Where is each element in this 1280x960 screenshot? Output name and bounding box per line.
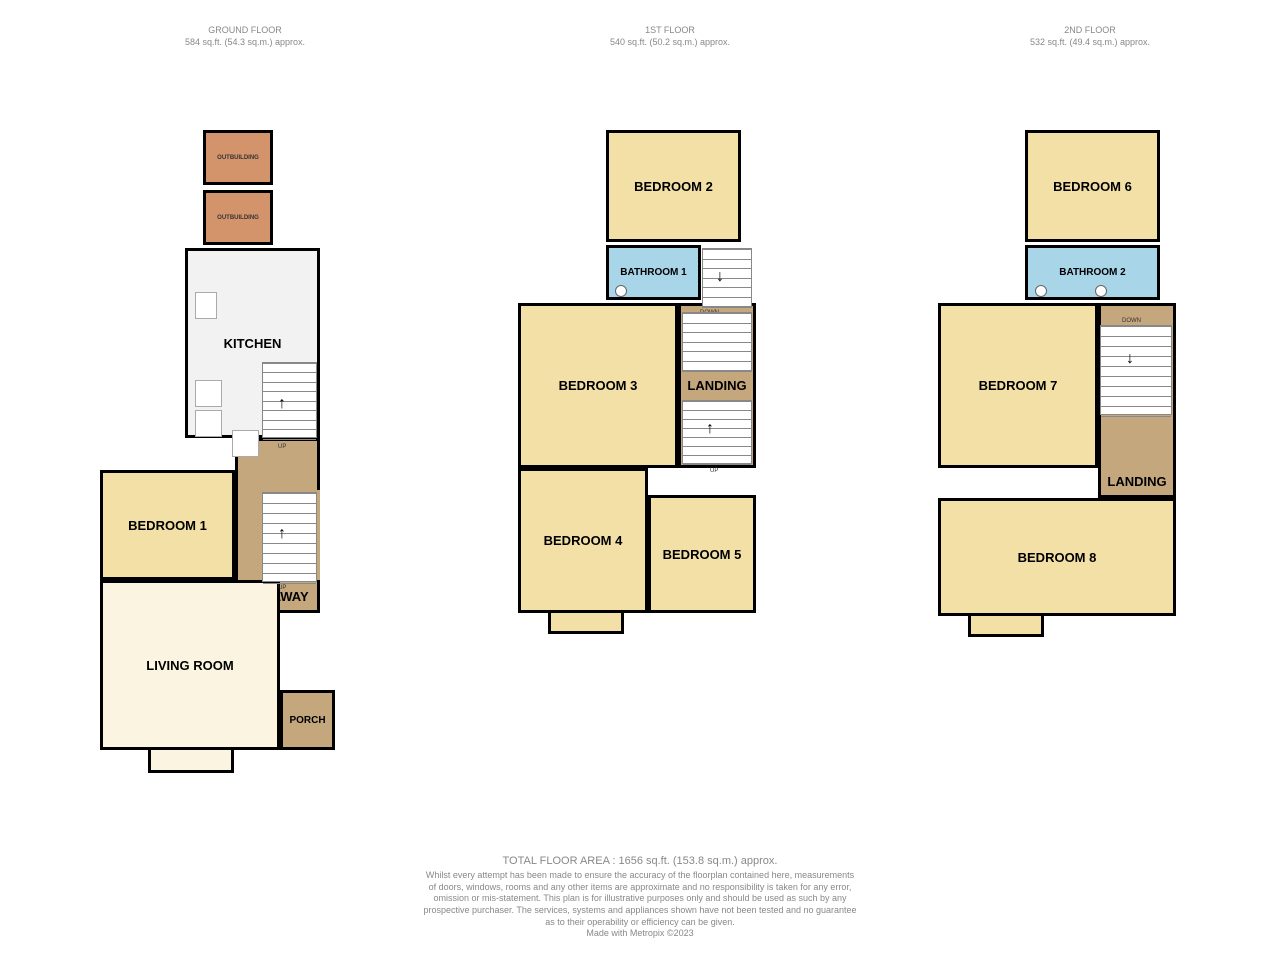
room-label: LANDING: [1107, 474, 1166, 495]
bay-window: [548, 613, 624, 634]
floor-header: 1ST FLOOR540 sq.ft. (50.2 sq.m.) approx.: [540, 25, 800, 48]
room-label: BATHROOM 2: [1059, 267, 1125, 278]
stairs: [682, 400, 752, 464]
room-label: BEDROOM 2: [634, 179, 713, 194]
room-label: BEDROOM 4: [544, 533, 623, 548]
room-porch: PORCH: [280, 690, 335, 750]
room-bed4: BEDROOM 4: [518, 468, 648, 613]
room-label: LANDING: [687, 378, 746, 393]
kitchen-appliance: [232, 430, 259, 457]
stair-direction-label: UP: [278, 444, 286, 450]
bay-window: [148, 750, 234, 773]
bay-window: [968, 616, 1044, 637]
stairs: [262, 362, 317, 438]
room-bed7: BEDROOM 7: [938, 303, 1098, 468]
room-bed1: BEDROOM 1: [100, 470, 235, 580]
floor-header: 2ND FLOOR532 sq.ft. (49.4 sq.m.) approx.: [960, 25, 1220, 48]
stair-arrow: ↓: [716, 268, 724, 286]
floor-header: GROUND FLOOR584 sq.ft. (54.3 sq.m.) appr…: [115, 25, 375, 48]
stairs: [682, 312, 752, 372]
room-label: BEDROOM 6: [1053, 179, 1132, 194]
room-out2: OUTBUILDING: [203, 190, 273, 245]
room-label: BEDROOM 1: [128, 518, 207, 533]
room-out1: OUTBUILDING: [203, 130, 273, 185]
room-bed8: BEDROOM 8: [938, 498, 1176, 616]
room-bed6: BEDROOM 6: [1025, 130, 1160, 242]
room-living: LIVING ROOM: [100, 580, 280, 750]
kitchen-appliance: [195, 380, 222, 407]
kitchen-appliance: [195, 292, 217, 319]
bathroom-fixture: [1095, 285, 1107, 297]
room-label: BEDROOM 7: [979, 378, 1058, 393]
stair-arrow: ↓: [1126, 350, 1134, 368]
bathroom-fixture: [615, 285, 627, 297]
room-label: LIVING ROOM: [146, 658, 233, 673]
room-label: BEDROOM 5: [663, 547, 742, 562]
bathroom-fixture: [1035, 285, 1047, 297]
stairs: [702, 248, 752, 308]
stair-arrow: ↑: [706, 420, 714, 438]
room-bed3: BEDROOM 3: [518, 303, 678, 468]
kitchen-appliance: [195, 410, 222, 437]
room-label: BEDROOM 8: [1018, 550, 1097, 565]
stair-direction-label: UP: [278, 585, 286, 591]
stair-direction-label: DOWN: [1122, 318, 1141, 324]
room-label: KITCHEN: [224, 336, 282, 351]
room-label: BATHROOM 1: [620, 267, 686, 278]
room-label: BEDROOM 3: [559, 378, 638, 393]
stair-direction-label: UP: [710, 468, 718, 474]
room-label: PORCH: [289, 715, 325, 726]
stairs: [262, 492, 317, 582]
stair-arrow: ↑: [278, 525, 286, 543]
room-label: OUTBUILDING: [217, 215, 259, 221]
room-label: OUTBUILDING: [217, 155, 259, 161]
stair-arrow: ↑: [278, 395, 286, 413]
stairs: [1100, 325, 1172, 415]
room-bed2: BEDROOM 2: [606, 130, 741, 242]
room-bed5: BEDROOM 5: [648, 495, 756, 613]
footer: TOTAL FLOOR AREA : 1656 sq.ft. (153.8 sq…: [0, 854, 1280, 940]
